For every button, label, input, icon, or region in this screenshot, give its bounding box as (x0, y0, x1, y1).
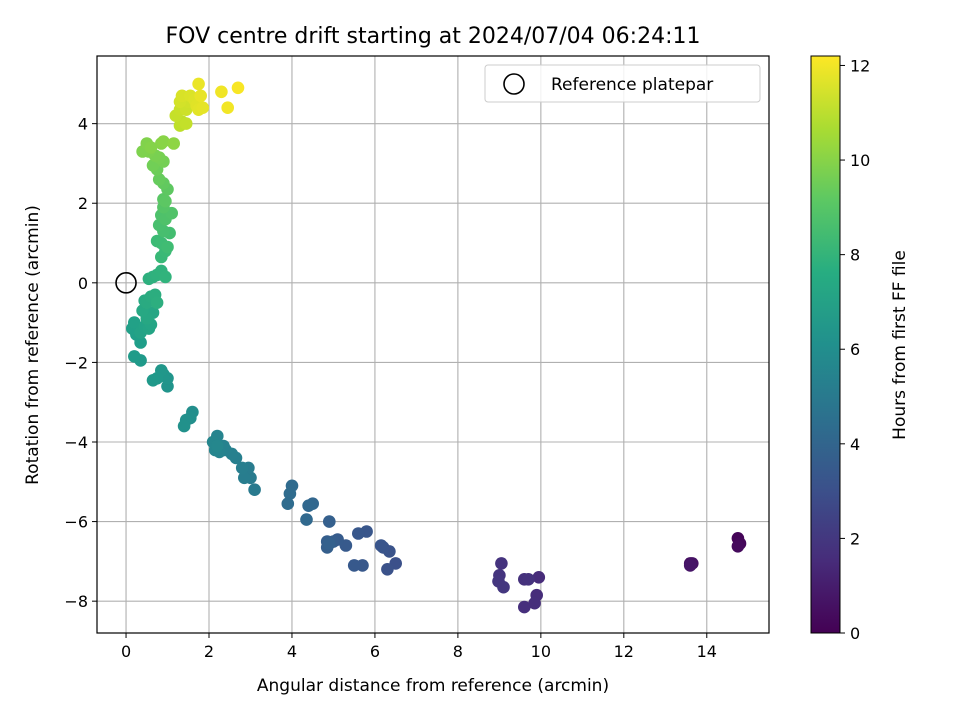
data-point (161, 240, 174, 254)
y-axis-label: Rotation from reference (arcmin) (23, 205, 43, 485)
x-tick-label: 0 (121, 642, 131, 661)
data-point (497, 580, 510, 594)
data-point (302, 499, 315, 512)
x-tick-label: 10 (531, 642, 551, 661)
data-point (381, 563, 394, 576)
colorbar-tick-label: 6 (850, 340, 860, 359)
colorbar-ticks: 0 2 4 6 8 10 12 (840, 56, 870, 643)
y-tick-label: 4 (78, 115, 88, 134)
colorbar-tick-label: 2 (850, 529, 860, 548)
data-point (211, 439, 224, 453)
colorbar-label: Hours from first FF file (890, 250, 910, 440)
data-point (152, 173, 166, 186)
plot-area-frame (96, 55, 770, 634)
data-point (248, 483, 261, 497)
data-point (144, 141, 158, 154)
x-tick-label: 8 (453, 642, 463, 661)
data-point (532, 571, 546, 584)
data-point (374, 539, 388, 552)
data-point (196, 101, 210, 114)
legend-label-reference: Reference platepar (551, 75, 713, 95)
legend-reference-marker (503, 73, 525, 95)
x-tick-label: 6 (370, 642, 380, 661)
data-point (495, 557, 508, 570)
data-point (683, 559, 697, 572)
data-point (146, 374, 160, 387)
reference-platepar-marker (115, 272, 137, 294)
data-point (238, 471, 251, 485)
data-point (528, 596, 541, 610)
x-axis-label: Angular distance from reference (arcmin) (257, 676, 609, 696)
data-point (352, 527, 365, 540)
x-tick-label: 12 (614, 642, 634, 661)
data-point (235, 461, 249, 475)
data-point (323, 537, 336, 550)
data-point (194, 89, 207, 103)
grid-lines (97, 56, 769, 633)
colorbar-gradient (810, 55, 841, 634)
y-tick-label: −8 (64, 592, 88, 611)
data-point (518, 600, 531, 614)
colorbar-tick-label: 8 (850, 246, 860, 265)
data-point (283, 487, 297, 501)
data-point (731, 540, 745, 553)
data-point (157, 135, 170, 148)
data-point (128, 350, 141, 363)
data-point (159, 194, 172, 208)
chart-title: FOV centre drift starting at 2024/07/04 … (166, 24, 701, 49)
colorbar-tick-label: 0 (850, 624, 860, 643)
data-point (150, 296, 164, 310)
legend: Reference platepar (484, 64, 761, 103)
colorbar-tick-label: 4 (850, 435, 860, 454)
data-point (347, 559, 361, 572)
data-point (128, 316, 141, 329)
data-points (126, 77, 747, 614)
x-tick-label: 14 (697, 642, 717, 661)
colorbar-tick-label: 12 (850, 56, 870, 75)
x-axis-ticks: 0 2 4 6 8 10 12 14 (121, 633, 717, 661)
data-point (221, 101, 234, 114)
data-point (215, 85, 228, 99)
y-tick-label: −6 (64, 513, 88, 532)
data-point (159, 270, 172, 284)
data-point (167, 137, 180, 150)
data-point (179, 117, 193, 130)
y-tick-label: −2 (64, 353, 88, 372)
legend-box (484, 64, 761, 103)
y-tick-label: 0 (78, 274, 88, 293)
data-point (231, 81, 245, 95)
data-point (522, 573, 535, 586)
data-point (192, 77, 205, 91)
data-point (281, 497, 295, 511)
data-point (323, 515, 336, 528)
y-tick-label: 2 (78, 194, 88, 213)
colorbar-tick-label: 10 (850, 151, 870, 170)
y-tick-label: −4 (64, 433, 88, 452)
x-tick-label: 4 (287, 642, 297, 661)
data-point (177, 419, 191, 433)
colorbar: 0 2 4 6 8 10 12 Hours from first FF file (810, 55, 910, 643)
y-axis-ticks: −8 −6 −4 −2 0 2 4 (64, 115, 97, 611)
x-tick-label: 2 (204, 642, 214, 661)
data-point (300, 513, 313, 526)
